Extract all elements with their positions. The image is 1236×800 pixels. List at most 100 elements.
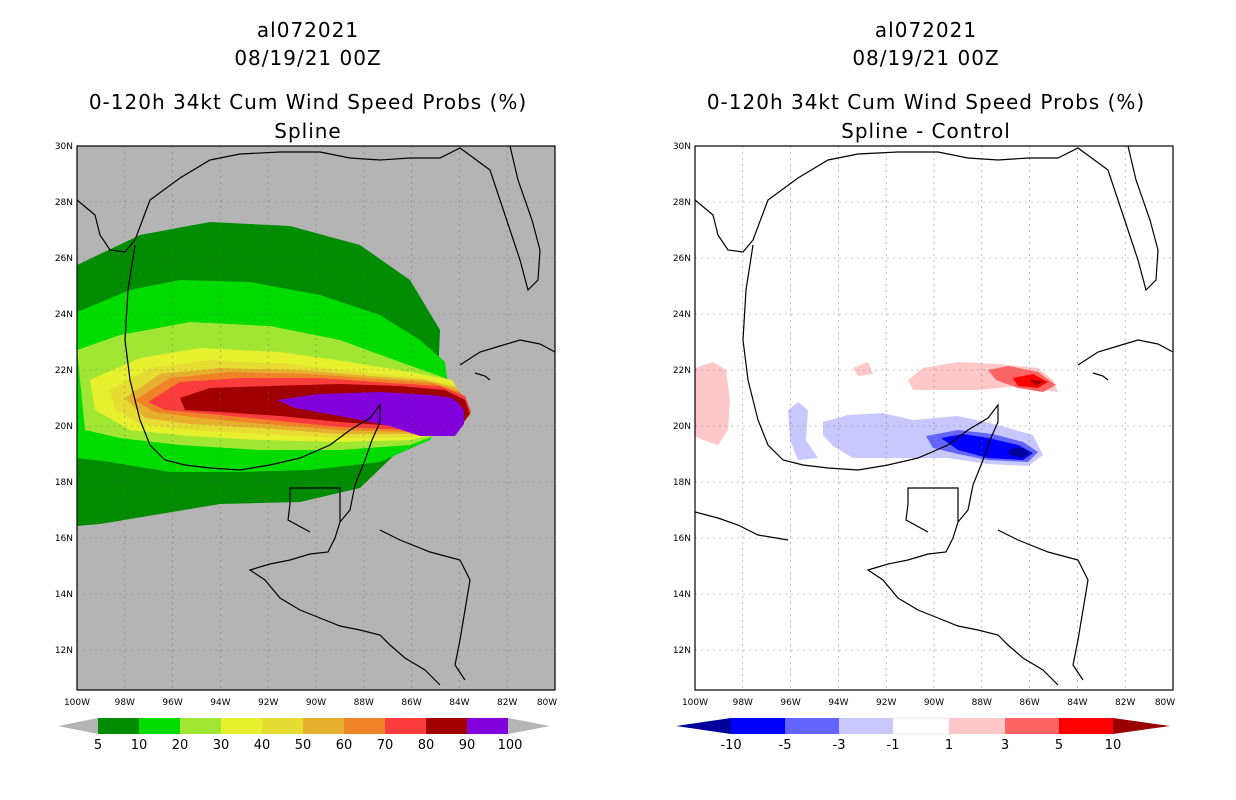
right-datetime: 08/19/21 00Z	[852, 46, 1000, 70]
svg-text:12N: 12N	[673, 646, 691, 656]
svg-text:92W: 92W	[876, 698, 896, 708]
right-colorbar-high-arrow	[1113, 718, 1170, 734]
svg-text:24N: 24N	[673, 310, 691, 320]
left-colorbar-high-arrow	[508, 718, 550, 734]
svg-text:26N: 26N	[673, 254, 691, 264]
svg-text:94W: 94W	[828, 698, 848, 708]
right-storm-id: al072021	[874, 18, 978, 42]
coastline	[695, 146, 1173, 686]
prob-band-100	[350, 394, 464, 434]
svg-text:14N: 14N	[55, 590, 73, 600]
right-product-title: 0-120h 34kt Cum Wind Speed Probs (%)	[706, 90, 1146, 114]
svg-text:60: 60	[336, 738, 353, 753]
cb-swatch	[467, 718, 508, 734]
svg-text:16N: 16N	[55, 534, 73, 544]
svg-text:28N: 28N	[55, 198, 73, 208]
svg-text:80W: 80W	[537, 698, 557, 708]
right-map: 30N 28N 26N 24N 22N 20N 18N 16N 14N 12N …	[673, 142, 1175, 708]
svg-text:-5: -5	[779, 738, 792, 753]
coastline	[77, 146, 555, 686]
cb-swatch	[385, 718, 426, 734]
diff-pos-1	[853, 362, 873, 376]
left-storm-id: al072021	[256, 18, 360, 42]
svg-text:40: 40	[254, 738, 271, 753]
svg-text:98W: 98W	[733, 698, 753, 708]
cb-swatch	[344, 718, 385, 734]
svg-text:30N: 30N	[55, 142, 73, 152]
svg-text:-3: -3	[833, 738, 846, 753]
cb-swatch	[139, 718, 180, 734]
svg-text:86W: 86W	[1019, 698, 1039, 708]
left-map: 30N 28N 26N 24N 22N 20N 18N 16N 14N 12N …	[55, 142, 557, 708]
diff-neg-1	[788, 402, 818, 460]
left-colorbar: 5 10 20 30 40 50 60 70 80 90 100	[58, 718, 550, 753]
right-subtitle: Spline - Control	[841, 119, 1011, 143]
cb-swatch	[892, 717, 950, 735]
svg-text:20: 20	[172, 738, 189, 753]
cb-swatch	[180, 718, 221, 734]
svg-text:82W: 82W	[497, 698, 517, 708]
svg-text:96W: 96W	[780, 698, 800, 708]
svg-text:10: 10	[1105, 738, 1122, 753]
cb-swatch	[1005, 718, 1059, 734]
svg-text:3: 3	[1001, 738, 1009, 753]
svg-text:14N: 14N	[673, 590, 691, 600]
svg-text:88W: 88W	[972, 698, 992, 708]
svg-text:90W: 90W	[924, 698, 944, 708]
svg-text:18N: 18N	[673, 478, 691, 488]
left-product-title: 0-120h 34kt Cum Wind Speed Probs (%)	[88, 90, 528, 114]
svg-text:82W: 82W	[1115, 698, 1135, 708]
svg-text:30N: 30N	[673, 142, 691, 152]
cb-swatch	[98, 718, 139, 734]
svg-text:12N: 12N	[55, 646, 73, 656]
svg-text:88W: 88W	[354, 698, 374, 708]
left-colorbar-swatches	[98, 718, 508, 734]
svg-text:28N: 28N	[673, 198, 691, 208]
right-colorbar-low-arrow	[676, 718, 731, 734]
svg-text:70: 70	[377, 738, 394, 753]
diff-pos-1	[695, 362, 730, 445]
svg-text:100W: 100W	[682, 698, 708, 708]
svg-text:30: 30	[213, 738, 230, 753]
svg-text:26N: 26N	[55, 254, 73, 264]
svg-text:94W: 94W	[210, 698, 230, 708]
svg-text:80: 80	[418, 738, 435, 753]
cb-swatch	[221, 718, 262, 734]
left-lat-labels: 30N 28N 26N 24N 22N 20N 18N 16N 14N 12N	[55, 142, 73, 656]
svg-text:16N: 16N	[673, 534, 691, 544]
svg-text:80W: 80W	[1155, 698, 1175, 708]
svg-text:50: 50	[295, 738, 312, 753]
svg-text:90W: 90W	[306, 698, 326, 708]
svg-text:5: 5	[94, 738, 102, 753]
svg-text:100: 100	[498, 738, 523, 753]
left-colorbar-low-arrow	[58, 718, 98, 734]
svg-text:22N: 22N	[673, 366, 691, 376]
cb-swatch	[303, 718, 344, 734]
left-datetime: 08/19/21 00Z	[234, 46, 382, 70]
svg-text:20N: 20N	[673, 422, 691, 432]
svg-text:24N: 24N	[55, 310, 73, 320]
cb-swatch	[1059, 718, 1113, 734]
svg-text:-10: -10	[720, 738, 741, 753]
svg-text:20N: 20N	[55, 422, 73, 432]
cb-swatch	[731, 718, 785, 734]
svg-text:84W: 84W	[1067, 698, 1087, 708]
cb-swatch	[262, 718, 303, 734]
diff-pos-10	[1030, 380, 1044, 386]
svg-text:1: 1	[945, 738, 953, 753]
svg-text:10: 10	[131, 738, 148, 753]
svg-text:5: 5	[1055, 738, 1063, 753]
svg-text:22N: 22N	[55, 366, 73, 376]
diff-neg-10	[1008, 447, 1031, 458]
right-colorbar-swatches	[731, 717, 1113, 735]
cb-swatch	[839, 718, 893, 734]
svg-text:-1: -1	[887, 738, 900, 753]
svg-text:86W: 86W	[401, 698, 421, 708]
right-lat-labels: 30N 28N 26N 24N 22N 20N 18N 16N 14N 12N	[673, 142, 691, 656]
left-subtitle: Spline	[274, 119, 342, 143]
diff-pos-5	[1013, 374, 1048, 388]
right-colorbar-labels: -10 -5 -3 -1 1 3 5 10	[720, 738, 1121, 753]
svg-text:90: 90	[459, 738, 476, 753]
left-lon-labels: 100W 98W 96W 94W 92W 90W 88W 86W 84W 82W…	[64, 698, 557, 708]
svg-text:92W: 92W	[258, 698, 278, 708]
